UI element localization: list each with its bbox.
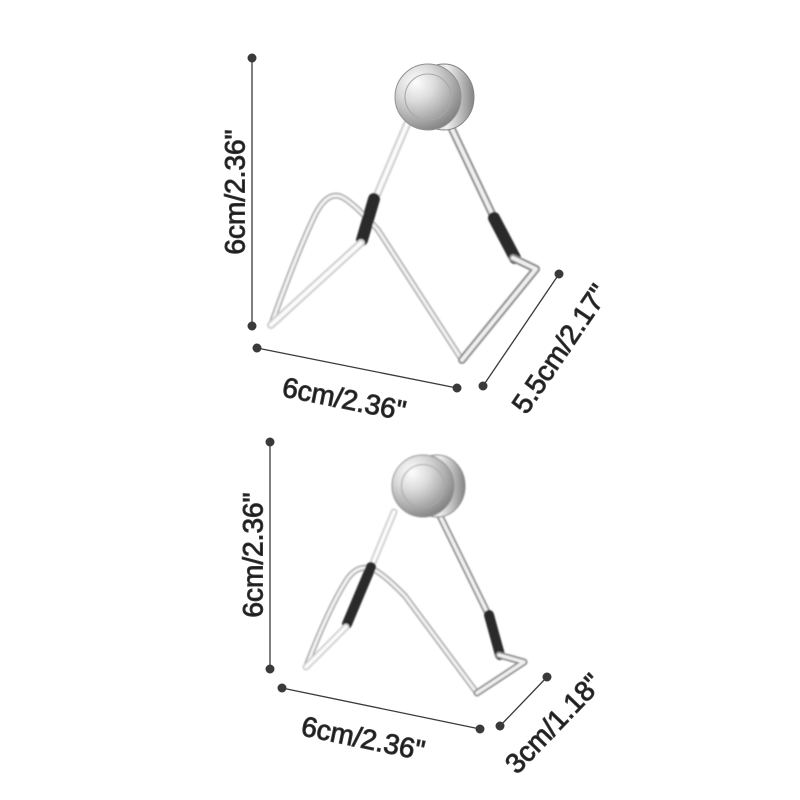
svg-text:6cm/2.36": 6cm/2.36" [237,492,268,617]
svg-text:6cm/2.36": 6cm/2.36" [299,711,428,767]
svg-text:6cm/2.36": 6cm/2.36" [219,129,250,254]
svg-text:6cm/2.36": 6cm/2.36" [280,371,409,426]
svg-text:5.5cm/2.17": 5.5cm/2.17" [506,279,615,419]
svg-text:3cm/1.18": 3cm/1.18" [499,668,608,780]
